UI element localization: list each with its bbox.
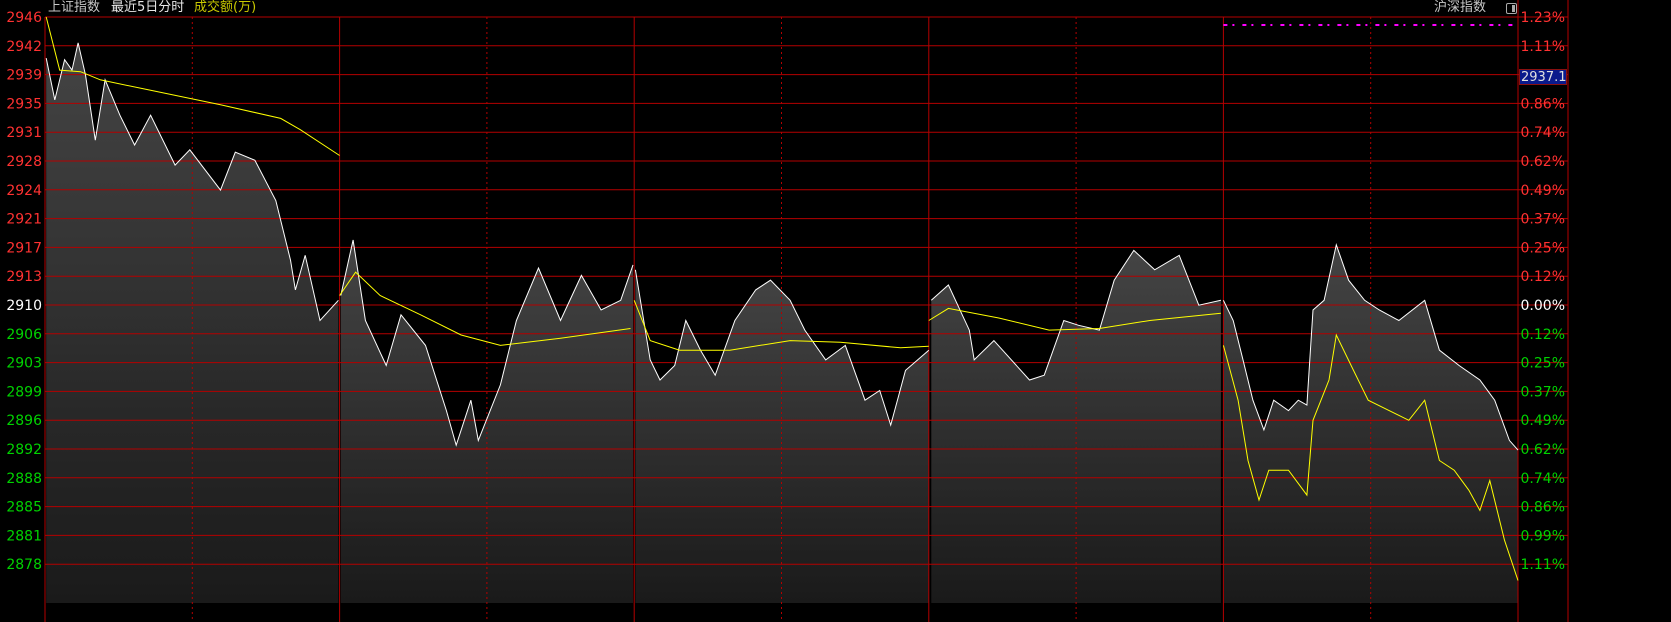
y-tick-label-right: 0.25% bbox=[1521, 356, 1565, 372]
volume-label[interactable]: 成交额(万) bbox=[194, 0, 257, 15]
y-tick-label-left: 2892 bbox=[6, 442, 42, 458]
average-price-line bbox=[339, 271, 631, 346]
y-tick-label-left: 2928 bbox=[6, 154, 42, 170]
current-value-badge: 2937.1 bbox=[1519, 69, 1567, 85]
y-tick-label-left: 2906 bbox=[6, 327, 42, 343]
index-name: 上证指数 bbox=[48, 0, 101, 15]
panel-toggle-icon[interactable] bbox=[1506, 3, 1517, 14]
y-tick-label-right: 0.00% bbox=[1521, 298, 1565, 314]
price-line bbox=[340, 239, 634, 447]
y-tick-label-left: 2917 bbox=[6, 240, 42, 256]
y-tick-label-left: 2931 bbox=[6, 125, 42, 141]
y-tick-label-right: 1.11% bbox=[1521, 557, 1565, 573]
y-tick-label-left: 2921 bbox=[6, 212, 42, 228]
y-tick-label-left: 2888 bbox=[6, 471, 42, 487]
y-tick-label-right: 0.99% bbox=[1521, 528, 1565, 544]
y-tick-label-left: 2935 bbox=[6, 96, 42, 112]
y-tick-label-left: 2910 bbox=[6, 298, 42, 314]
compare-index-label[interactable]: 沪深指数 bbox=[1434, 0, 1487, 15]
y-tick-label-right: 0.37% bbox=[1521, 384, 1565, 400]
y-tick-label-right: 0.62% bbox=[1521, 154, 1565, 170]
average-price-line bbox=[928, 307, 1221, 331]
y-tick-label-right: 0.86% bbox=[1521, 96, 1565, 112]
y-tick-label-left: 2903 bbox=[6, 356, 42, 372]
y-tick-label-left: 2885 bbox=[6, 500, 42, 516]
y-tick-label-right: 0.37% bbox=[1521, 212, 1565, 228]
y-tick-label-right: 0.74% bbox=[1521, 471, 1565, 487]
y-tick-label-right: 0.49% bbox=[1521, 183, 1565, 199]
price-area-fill bbox=[931, 250, 1221, 603]
y-tick-label-left: 2899 bbox=[6, 384, 42, 400]
price-area-fill bbox=[340, 240, 633, 603]
y-tick-label-right: 1.23% bbox=[1521, 10, 1565, 26]
y-tick-label-right: 0.12% bbox=[1521, 269, 1565, 285]
price-area-fill bbox=[635, 269, 929, 603]
y-tick-label-left: 2946 bbox=[6, 10, 42, 26]
average-price-line bbox=[633, 300, 929, 351]
y-tick-label-right: 0.25% bbox=[1521, 240, 1565, 256]
y-tick-label-left: 2942 bbox=[6, 39, 42, 55]
price-line bbox=[1222, 242, 1519, 451]
average-price-line bbox=[45, 16, 340, 156]
price-line bbox=[930, 249, 1222, 381]
y-tick-label-right: 0.86% bbox=[1521, 500, 1565, 516]
y-tick-label-right: 0.12% bbox=[1521, 327, 1565, 343]
y-tick-label-left: 2913 bbox=[6, 269, 42, 285]
period-label[interactable]: 最近5日分时 bbox=[111, 0, 185, 15]
average-price-line bbox=[1222, 333, 1519, 581]
y-tick-label-right: 0.62% bbox=[1521, 442, 1565, 458]
y-tick-label-left: 2924 bbox=[6, 183, 42, 199]
y-tick-label-left: 2878 bbox=[6, 557, 42, 573]
price-line bbox=[634, 269, 930, 427]
price-line bbox=[45, 42, 339, 322]
y-tick-label-left: 2881 bbox=[6, 528, 42, 544]
y-tick-label-left: 2939 bbox=[6, 68, 42, 84]
y-tick-label-left: 2896 bbox=[6, 413, 42, 429]
y-tick-label-right: 0.49% bbox=[1521, 413, 1565, 429]
y-tick-label-right: 1.11% bbox=[1521, 39, 1565, 55]
y-tick-label-right: 0.74% bbox=[1521, 125, 1565, 141]
